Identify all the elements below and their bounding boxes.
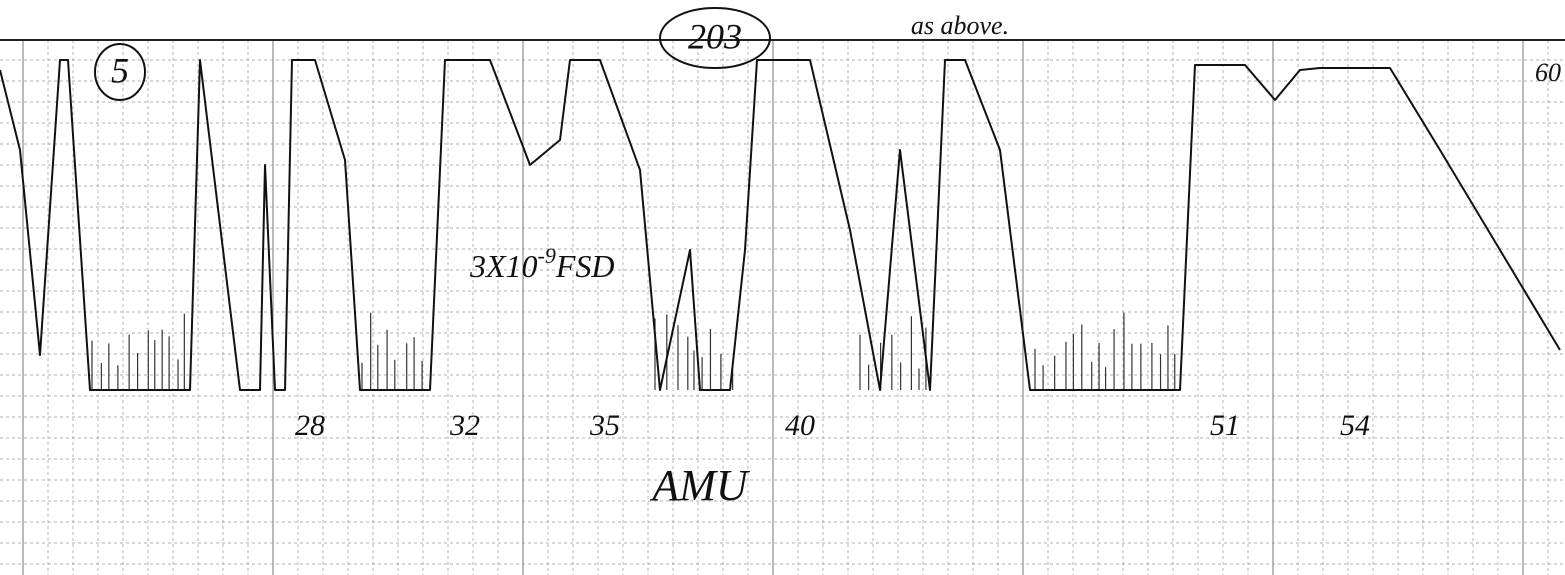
trace	[0, 59, 1561, 391]
tick-label: 35	[589, 409, 620, 442]
note: as above.	[911, 11, 1009, 40]
end-label: 60	[1535, 58, 1561, 87]
tick-label: 32	[449, 409, 480, 442]
sensitivity: 3X10-9FSD	[469, 243, 615, 284]
tick-label: 51	[1210, 409, 1240, 442]
sensitivity-exponent: -9	[538, 243, 556, 268]
run-number: 203	[688, 16, 742, 56]
circle	[659, 7, 771, 69]
axis-label: AMU	[649, 461, 751, 510]
circle	[94, 43, 146, 101]
sensitivity-base: 3X10	[469, 248, 538, 284]
tick-label: 40	[785, 409, 815, 442]
scan-number: 5	[111, 50, 129, 90]
tick-label: 54	[1340, 409, 1370, 442]
tick-label: 28	[295, 409, 325, 442]
sensitivity-unit: FSD	[555, 248, 615, 284]
trace-noise	[91, 312, 1176, 390]
axis-ticks: 28 32 35 40 51 54	[295, 409, 1370, 442]
grid	[0, 40, 1565, 575]
